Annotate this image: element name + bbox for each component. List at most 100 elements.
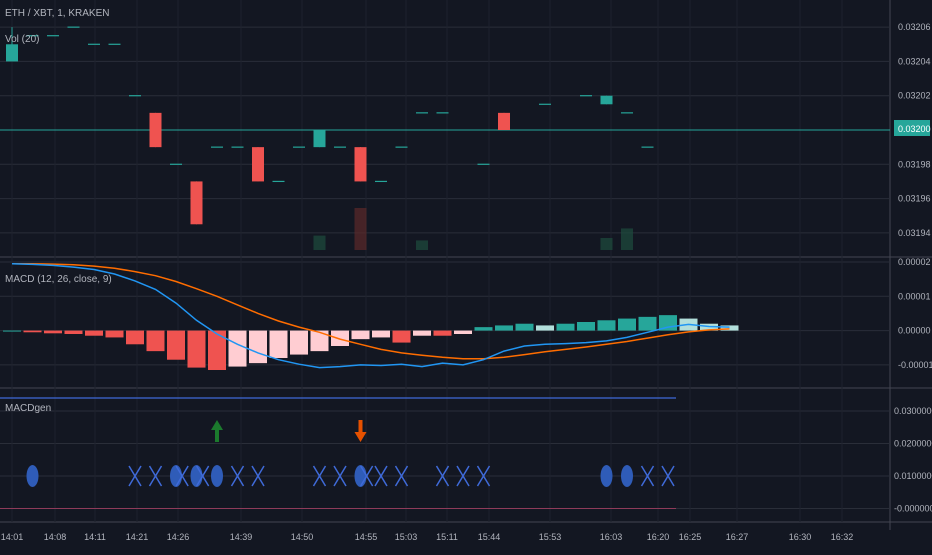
x-marker [230,465,245,487]
grid-lines [0,0,932,530]
macd-histogram-bar [85,330,103,336]
current-price-tag [894,120,930,136]
time-tick-label: 15:03 [395,532,418,542]
x-marker [661,465,675,487]
macdgen-pane[interactable] [0,397,676,509]
time-tick-label: 14:21 [126,532,149,542]
x-marker [456,465,470,487]
time-tick-label: 16:03 [600,532,623,542]
macd-pane[interactable] [3,262,739,370]
sell-arrow-icon [354,420,367,442]
macdgen-label[interactable]: MACDgen [5,403,51,414]
macd-histogram-bar [126,330,144,345]
time-tick-label: 15:53 [539,532,562,542]
time-tick-label: 16:25 [679,532,702,542]
volume-bar [354,208,367,250]
macdgen-tick-label: -0.0000000 [894,504,932,514]
macd-histogram-bar [474,327,493,331]
macdgen-tick-label: 0.0100000 [894,471,932,481]
macd-histogram-bar [720,325,739,331]
time-tick-label: 14:01 [1,532,24,542]
time-tick-label: 16:30 [789,532,812,542]
time-tick-label: 16:20 [647,532,670,542]
x-marker [360,465,374,487]
x-marker [374,465,388,487]
price-tick-label: 0.03202 [898,91,931,101]
symbol-label[interactable]: ETH / XBT, 1, KRAKEN [5,8,109,19]
circle-marker [190,465,203,487]
candle [498,112,510,130]
macd-histogram-bar [351,330,370,340]
candle [190,181,203,225]
macd-histogram-bar [187,330,206,368]
x-marker [196,465,210,487]
candle [6,44,18,62]
candle [600,95,613,105]
current-price-label: 0.03200 [898,124,931,134]
macd-histogram-bar [577,322,595,331]
price-tick-label: 0.03204 [898,56,931,66]
time-tick-label: 16:32 [831,532,854,542]
x-marker [128,465,142,487]
macd-histogram-bar [3,330,21,332]
macd-histogram-bar [167,330,185,360]
candle [354,147,367,182]
macd-histogram-bar [618,318,636,331]
volume-label[interactable]: Vol (20) [5,34,39,45]
macd-histogram-bar [495,325,513,331]
macd-histogram-bar [331,330,349,346]
macd-label[interactable]: MACD (12, 26, close, 9) [5,274,112,285]
volume-bar [600,238,613,250]
circle-marker [621,465,633,487]
macd-histogram-bar [392,330,411,343]
time-tick-label: 16:27 [726,532,749,542]
signal-line [12,262,730,360]
macd-histogram-bar [310,330,329,352]
price-tick-label: 0.03198 [898,159,931,169]
x-marker [312,465,327,487]
time-tick-label: 14:11 [84,532,106,542]
time-tick-label: 14:50 [291,532,314,542]
macd-tick-label: -0.00001 [898,360,932,370]
macd-histogram-bar [515,323,534,331]
candle [313,130,326,148]
circle-marker [26,465,39,487]
x-marker [435,465,450,487]
volume-bar [313,235,326,250]
x-marker [476,465,491,487]
price-tick-label: 0.03196 [898,194,931,204]
macd-histogram-bar [597,320,616,331]
circle-marker [170,465,182,487]
buy-arrow-icon [211,420,223,442]
macd-histogram-bar [249,330,267,364]
volume-bar [621,228,633,250]
macd-tick-label: 0.00001 [898,291,931,301]
macd-histogram-bar [454,330,472,334]
x-marker [175,465,189,487]
macd-histogram-bar [413,330,431,336]
time-tick-label: 14:55 [355,532,378,542]
x-marker [640,465,655,487]
time-tick-label: 14:39 [230,532,253,542]
candle [252,147,264,182]
price-pane[interactable] [0,26,890,250]
time-tick-label: 14:26 [167,532,190,542]
time-tick-label: 15:11 [436,532,458,542]
time-tick-label: 15:44 [478,532,501,542]
macd-histogram-bar [23,330,42,333]
macd-histogram-bar [290,330,308,355]
macd-histogram-bar [105,330,124,338]
macd-histogram-bar [269,330,288,358]
time-tick-label: 14:08 [44,532,67,542]
macd-histogram-bar [372,330,390,338]
price-tick-label: 0.03194 [898,228,931,238]
circle-marker [354,465,367,487]
macd-histogram-bar [638,316,657,331]
macd-line [11,262,730,369]
macd-tick-label: 0.00002 [898,257,931,267]
macd-histogram-bar [208,330,226,370]
